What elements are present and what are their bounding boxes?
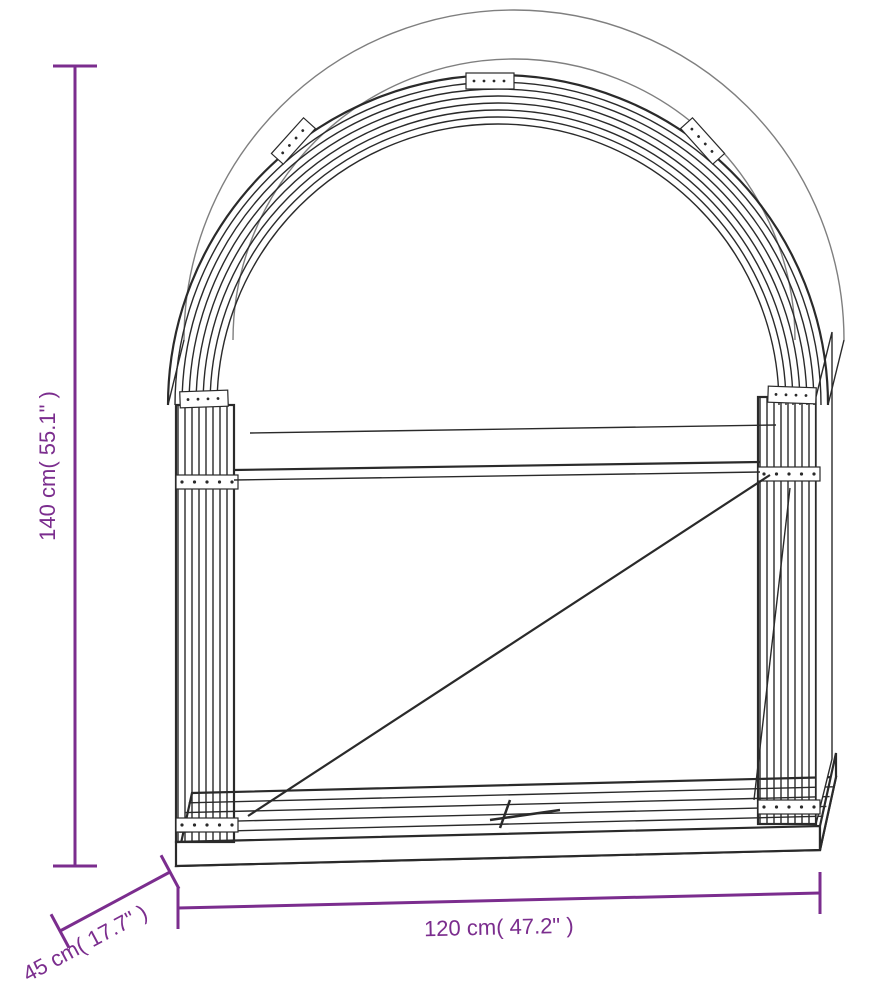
dimension-diagram: 140 cm( 55.1" ) 120 cm( 47.2" ) 45 cm( 17.… — [0, 0, 880, 1003]
rivet-plate — [758, 800, 820, 814]
right-wall-side — [816, 332, 832, 824]
arch-bracket — [271, 118, 315, 164]
width-label: 120 cm( 47.2" ) — [424, 913, 574, 941]
mid-rail-front — [234, 462, 760, 470]
height-label: 140 cm( 55.1" ) — [35, 391, 60, 541]
left-wall — [176, 405, 234, 842]
product-drawing — [168, 10, 844, 866]
rivet-plate — [176, 475, 238, 489]
rivet-plate — [758, 467, 820, 481]
arch-bracket — [180, 390, 229, 408]
mid-rail-back — [250, 425, 776, 433]
arch-bracket — [681, 118, 725, 164]
depth-label: 45 cm( 17.7" ) — [19, 900, 152, 987]
arch-roof — [168, 10, 844, 408]
mid-rail-front — [234, 472, 760, 480]
arch-bracket — [768, 386, 817, 404]
width-line — [178, 893, 820, 908]
rivet-plate — [176, 818, 238, 832]
diagonal-brace — [248, 475, 770, 816]
right-wall — [758, 397, 816, 824]
arch-bracket — [466, 73, 514, 89]
